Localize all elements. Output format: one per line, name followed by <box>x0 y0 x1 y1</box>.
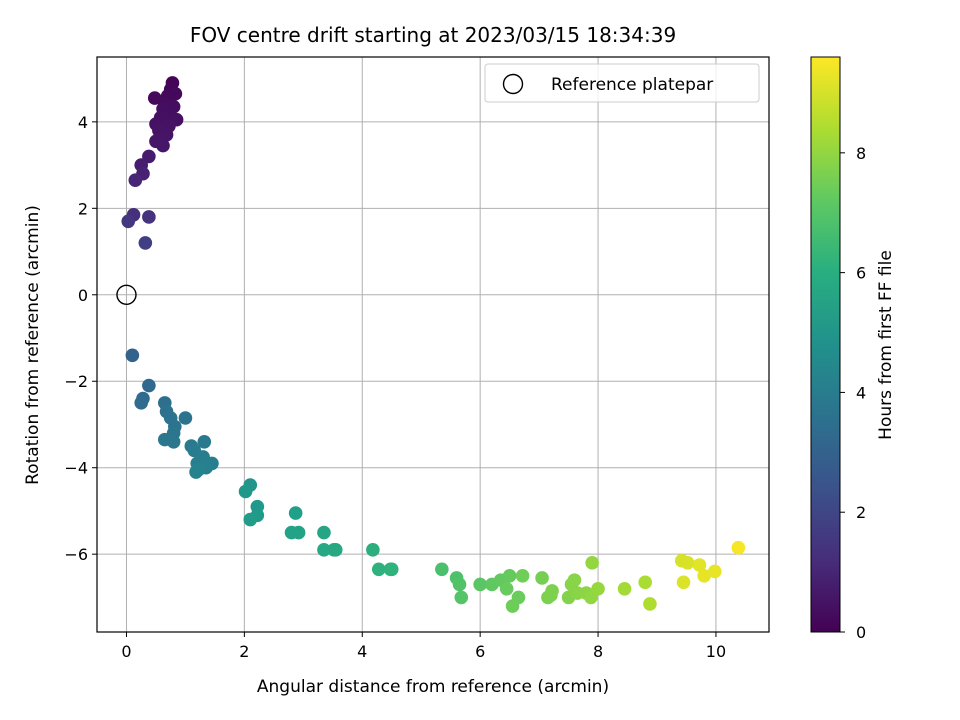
data-point <box>707 564 722 579</box>
data-point <box>142 210 156 224</box>
data-point <box>327 543 341 557</box>
data-point <box>435 562 449 577</box>
data-point <box>502 568 517 583</box>
data-point <box>383 562 398 577</box>
x-tick-label: 8 <box>593 642 603 661</box>
y-tick-label: −2 <box>64 372 88 391</box>
x-tick-label: 2 <box>239 642 249 661</box>
colorbar-ticks: 0 2 4 6 8 <box>840 144 866 642</box>
x-tick-label: 0 <box>121 642 131 661</box>
y-tick-label: 2 <box>78 199 88 218</box>
data-point <box>473 577 487 592</box>
data-point <box>505 599 520 613</box>
data-point <box>697 568 711 583</box>
data-point <box>128 173 143 188</box>
data-point <box>238 484 253 499</box>
data-point <box>638 575 653 590</box>
data-point <box>134 396 149 410</box>
data-point <box>317 543 331 557</box>
data-point <box>676 575 691 590</box>
x-axis-label: Angular distance from reference (arcmin) <box>257 677 609 697</box>
data-point <box>142 378 156 393</box>
data-point <box>189 465 203 479</box>
data-point <box>197 434 212 449</box>
colorbar-tick-label: 4 <box>856 383 866 402</box>
data-point <box>731 540 746 555</box>
data-point <box>617 581 632 596</box>
colorbar-tick-label: 6 <box>856 264 866 283</box>
plot-area-frame <box>96 56 770 633</box>
legend-box <box>484 63 760 103</box>
data-point <box>585 556 599 570</box>
y-tick-label: 4 <box>78 113 88 132</box>
data-point <box>178 411 193 425</box>
data-point <box>366 543 380 557</box>
x-tick-label: 10 <box>706 642 726 661</box>
colorbar-tick-label: 2 <box>856 503 866 522</box>
chart-title: FOV centre drift starting at 2023/03/15 … <box>190 23 676 47</box>
colorbar-tick-label: 8 <box>856 144 866 163</box>
colorbar-label: Hours from first FF file <box>876 250 896 440</box>
x-tick-label: 4 <box>357 642 367 661</box>
y-axis-label: Rotation from reference (arcmin) <box>23 205 43 485</box>
data-point <box>591 581 605 596</box>
data-point <box>156 138 170 153</box>
data-point <box>499 581 514 596</box>
data-point <box>125 348 140 363</box>
data-point <box>692 558 707 572</box>
data-point <box>643 597 657 611</box>
data-point <box>317 525 331 540</box>
colorbar <box>810 56 841 633</box>
data-point <box>535 571 549 585</box>
legend-open-circle-icon <box>502 73 524 95</box>
colorbar-tick-label: 0 <box>856 623 866 642</box>
data-point <box>454 590 469 605</box>
x-axis-ticks: 0 2 4 6 8 10 <box>121 632 726 661</box>
data-point <box>147 91 162 105</box>
data-point <box>138 236 153 250</box>
data-point <box>371 562 386 577</box>
data-point <box>515 568 530 583</box>
data-point <box>157 432 172 447</box>
data-point <box>243 512 258 527</box>
data-point <box>291 525 306 540</box>
x-tick-label: 6 <box>475 642 485 661</box>
legend: Reference platepar <box>484 63 760 103</box>
data-points <box>121 76 746 613</box>
data-point <box>288 506 303 520</box>
legend-label-reference: Reference platepar <box>551 75 713 95</box>
y-axis-ticks: −6 −4 −2 0 2 4 <box>64 113 97 564</box>
reference-platepar-marker <box>116 284 137 305</box>
data-point <box>567 573 582 587</box>
data-point <box>121 214 136 229</box>
data-point <box>680 556 695 570</box>
y-tick-label: −6 <box>64 545 88 564</box>
y-tick-label: 0 <box>78 286 88 305</box>
data-point <box>452 577 467 592</box>
reference-marker-layer <box>116 284 137 305</box>
y-tick-label: −4 <box>64 459 88 478</box>
data-point <box>544 588 558 603</box>
